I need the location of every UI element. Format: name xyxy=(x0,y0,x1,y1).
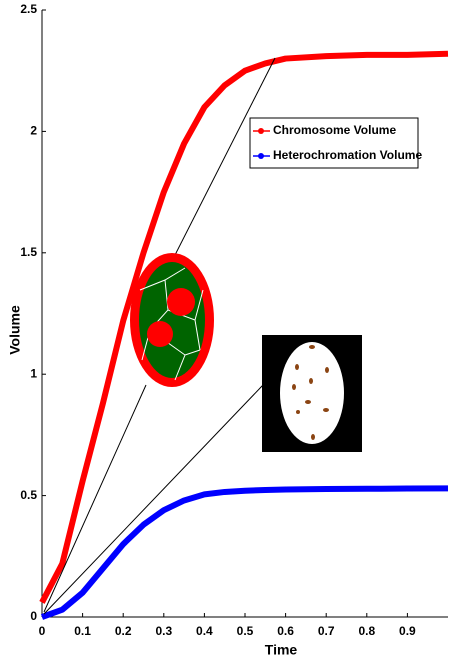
y-tick-label: 0.5 xyxy=(20,488,37,502)
series-line xyxy=(40,485,449,620)
x-tick-label: 0.5 xyxy=(237,624,254,638)
legend-label: Chromosome Volume xyxy=(273,123,396,137)
heterochromatin-inset xyxy=(262,335,362,452)
chromosome-inset xyxy=(130,253,214,387)
x-tick-label: 0.6 xyxy=(277,624,294,638)
y-tick-label: 2.5 xyxy=(20,2,37,16)
y-tick-label: 2 xyxy=(30,124,37,138)
x-tick-label: 0.1 xyxy=(74,624,91,638)
y-tick-label: 1 xyxy=(30,366,37,380)
series-line xyxy=(39,50,449,604)
x-tick-label: 0 xyxy=(39,624,46,638)
legend: Chromosome Volume Heterochromation Volume xyxy=(249,117,422,169)
x-tick-label: 0.4 xyxy=(196,624,213,638)
x-axis-label: Time xyxy=(265,642,298,658)
x-tick-label: 0.2 xyxy=(115,624,132,638)
y-tick-label: 1.5 xyxy=(20,245,37,259)
legend-label: Heterochromation Volume xyxy=(273,148,422,162)
y-tick-label: 0 xyxy=(30,609,37,623)
legend-marker xyxy=(258,128,264,134)
x-tick-label: 0.7 xyxy=(318,624,335,638)
x-tick-label: 0.9 xyxy=(399,624,416,638)
inset-lines xyxy=(43,57,276,615)
x-tick-label: 0.8 xyxy=(358,624,375,638)
y-axis-label: Volume xyxy=(7,305,23,355)
plot-area: 0 0.5 1 1.5 2 2.5 0 0.1 0.2 0.3 0.4 0.5 0.6 0.7 0.8 0.9 xyxy=(20,2,449,638)
legend-marker xyxy=(258,153,264,159)
x-tick-label: 0.3 xyxy=(155,624,172,638)
